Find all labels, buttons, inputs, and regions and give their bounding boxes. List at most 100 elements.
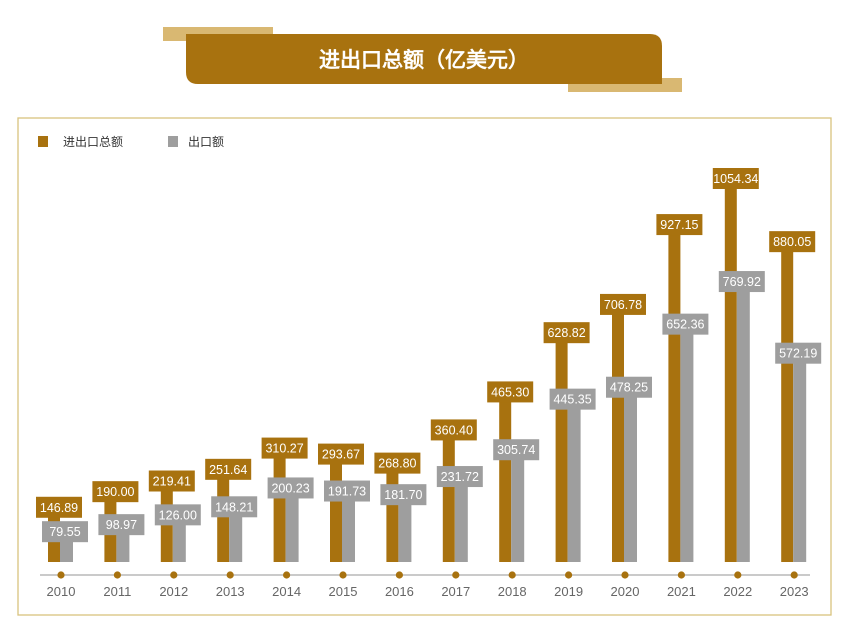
data-label-export-2021: 652.36 [666,318,704,332]
label-box-export-2021 [662,313,709,335]
label-box-export-2015 [324,480,370,502]
label-box-export-2013 [211,496,258,518]
data-label-total-2013: 251.64 [209,463,247,477]
label-box-total-2020 [600,293,646,315]
bar-export-2019 [567,400,581,562]
label-box-total-2018 [487,381,534,403]
legend-swatch-export [168,136,178,147]
label-box-total-2022 [712,168,759,189]
label-box-total-2014 [261,437,308,459]
label-box-export-2011 [98,514,145,536]
x-tick-label-2011: 2011 [103,584,131,599]
label-box-export-2016 [380,484,427,506]
bar-total-2023 [781,243,794,563]
data-label-total-2018: 465.30 [491,385,529,399]
axis-marker-2021 [677,571,686,579]
data-label-export-2017: 231.72 [441,470,479,484]
label-box-export-2022 [718,271,765,293]
axis-layer: 2010 2011 2012 2013 2014 2015 2016 2017 2018 2019… [47,571,809,599]
bar-export-2013 [229,508,243,562]
bar-export-2017 [454,478,468,562]
axis-marker-2023 [790,571,798,579]
axis-marker-2014 [283,571,291,579]
bar-total-2015 [330,455,342,562]
data-label-export-2022: 769.92 [723,275,761,289]
bar-export-2021 [680,325,694,562]
label-box-export-2010 [42,521,88,543]
data-label-export-2011: 98.97 [106,518,137,532]
axis-marker-2022 [734,571,742,579]
label-box-total-2017 [430,419,477,441]
legend: 进出口总额 出口额 [38,135,224,149]
data-label-total-2023: 880.05 [773,235,811,249]
x-tick-label-2012: 2012 [159,584,188,599]
chart-title: 进出口总额（亿美元） [319,48,529,72]
data-label-total-2014: 310.27 [265,442,303,456]
legend-label-total: 进出口总额 [63,135,123,149]
legend-swatch-total [38,136,48,147]
bar-export-2012 [172,516,186,562]
bar-export-2023 [793,354,807,562]
bar-export-2020 [624,388,637,562]
bar-total-2019 [555,334,568,562]
bar-export-2018 [511,451,525,562]
data-label-total-2017: 360.40 [435,423,473,437]
x-tick-label-2020: 2020 [611,584,640,599]
axis-marker-2020 [621,571,629,579]
x-tick-label-2010: 2010 [47,584,76,599]
x-tick-label-2019: 2019 [554,584,583,599]
x-tick-label-2023: 2023 [780,584,809,599]
data-label-total-2012: 219.41 [153,475,191,489]
label-box-export-2019 [549,388,596,410]
label-box-total-2011 [92,481,139,503]
bar-total-2018 [499,393,512,562]
chart-frame [17,117,832,616]
labels-layer: 146.89 79.55 190.00 98.97 219.41 126.00 251.64… [36,168,822,543]
x-tick-label-2021: 2021 [667,584,696,599]
label-box-total-2015 [318,443,364,465]
axis-marker-2010 [57,571,65,579]
data-label-export-2015: 191.73 [328,485,366,499]
data-label-total-2021: 927.15 [660,218,698,232]
label-box-export-2023 [775,342,822,364]
data-label-total-2022: 1054.34 [713,172,758,186]
title-banner: 进出口总额（亿美元） [163,27,682,92]
bar-total-2017 [442,431,455,562]
x-tick-label-2015: 2015 [329,584,358,599]
label-box-export-2017 [436,466,483,488]
bar-export-2014 [285,489,299,562]
label-box-total-2010 [36,496,82,518]
data-label-export-2020: 478.25 [610,381,648,395]
label-box-total-2012 [148,470,195,492]
bar-total-2014 [273,449,286,562]
data-label-total-2020: 706.78 [604,298,642,312]
data-label-total-2010: 146.89 [40,501,78,515]
data-label-export-2012: 126.00 [159,508,197,522]
bar-total-2021 [668,226,681,562]
data-label-export-2010: 79.55 [49,525,80,539]
bar-total-2022 [724,180,737,562]
data-label-total-2019: 628.82 [547,326,585,340]
data-label-total-2011: 190.00 [96,485,134,499]
axis-marker-2017 [452,571,460,579]
label-box-total-2023 [769,231,816,253]
bar-total-2016 [386,464,399,562]
label-box-total-2021 [656,214,703,236]
label-box-total-2019 [543,322,590,344]
data-label-export-2018: 305.74 [497,443,535,457]
label-box-export-2018 [493,439,540,461]
x-tick-label-2014: 2014 [272,584,301,599]
axis-marker-2013 [226,571,234,579]
x-tick-label-2022: 2022 [723,584,752,599]
data-label-total-2015: 293.67 [322,448,360,462]
data-label-export-2013: 148.21 [215,500,253,514]
x-tick-label-2016: 2016 [385,584,414,599]
x-tick-label-2018: 2018 [498,584,527,599]
banner-body [186,34,662,84]
axis-marker-2019 [565,571,573,579]
label-box-total-2016 [374,452,421,474]
axis-marker-2015 [339,571,347,579]
bar-export-2016 [398,496,412,562]
legend-label-export: 出口额 [188,135,224,149]
